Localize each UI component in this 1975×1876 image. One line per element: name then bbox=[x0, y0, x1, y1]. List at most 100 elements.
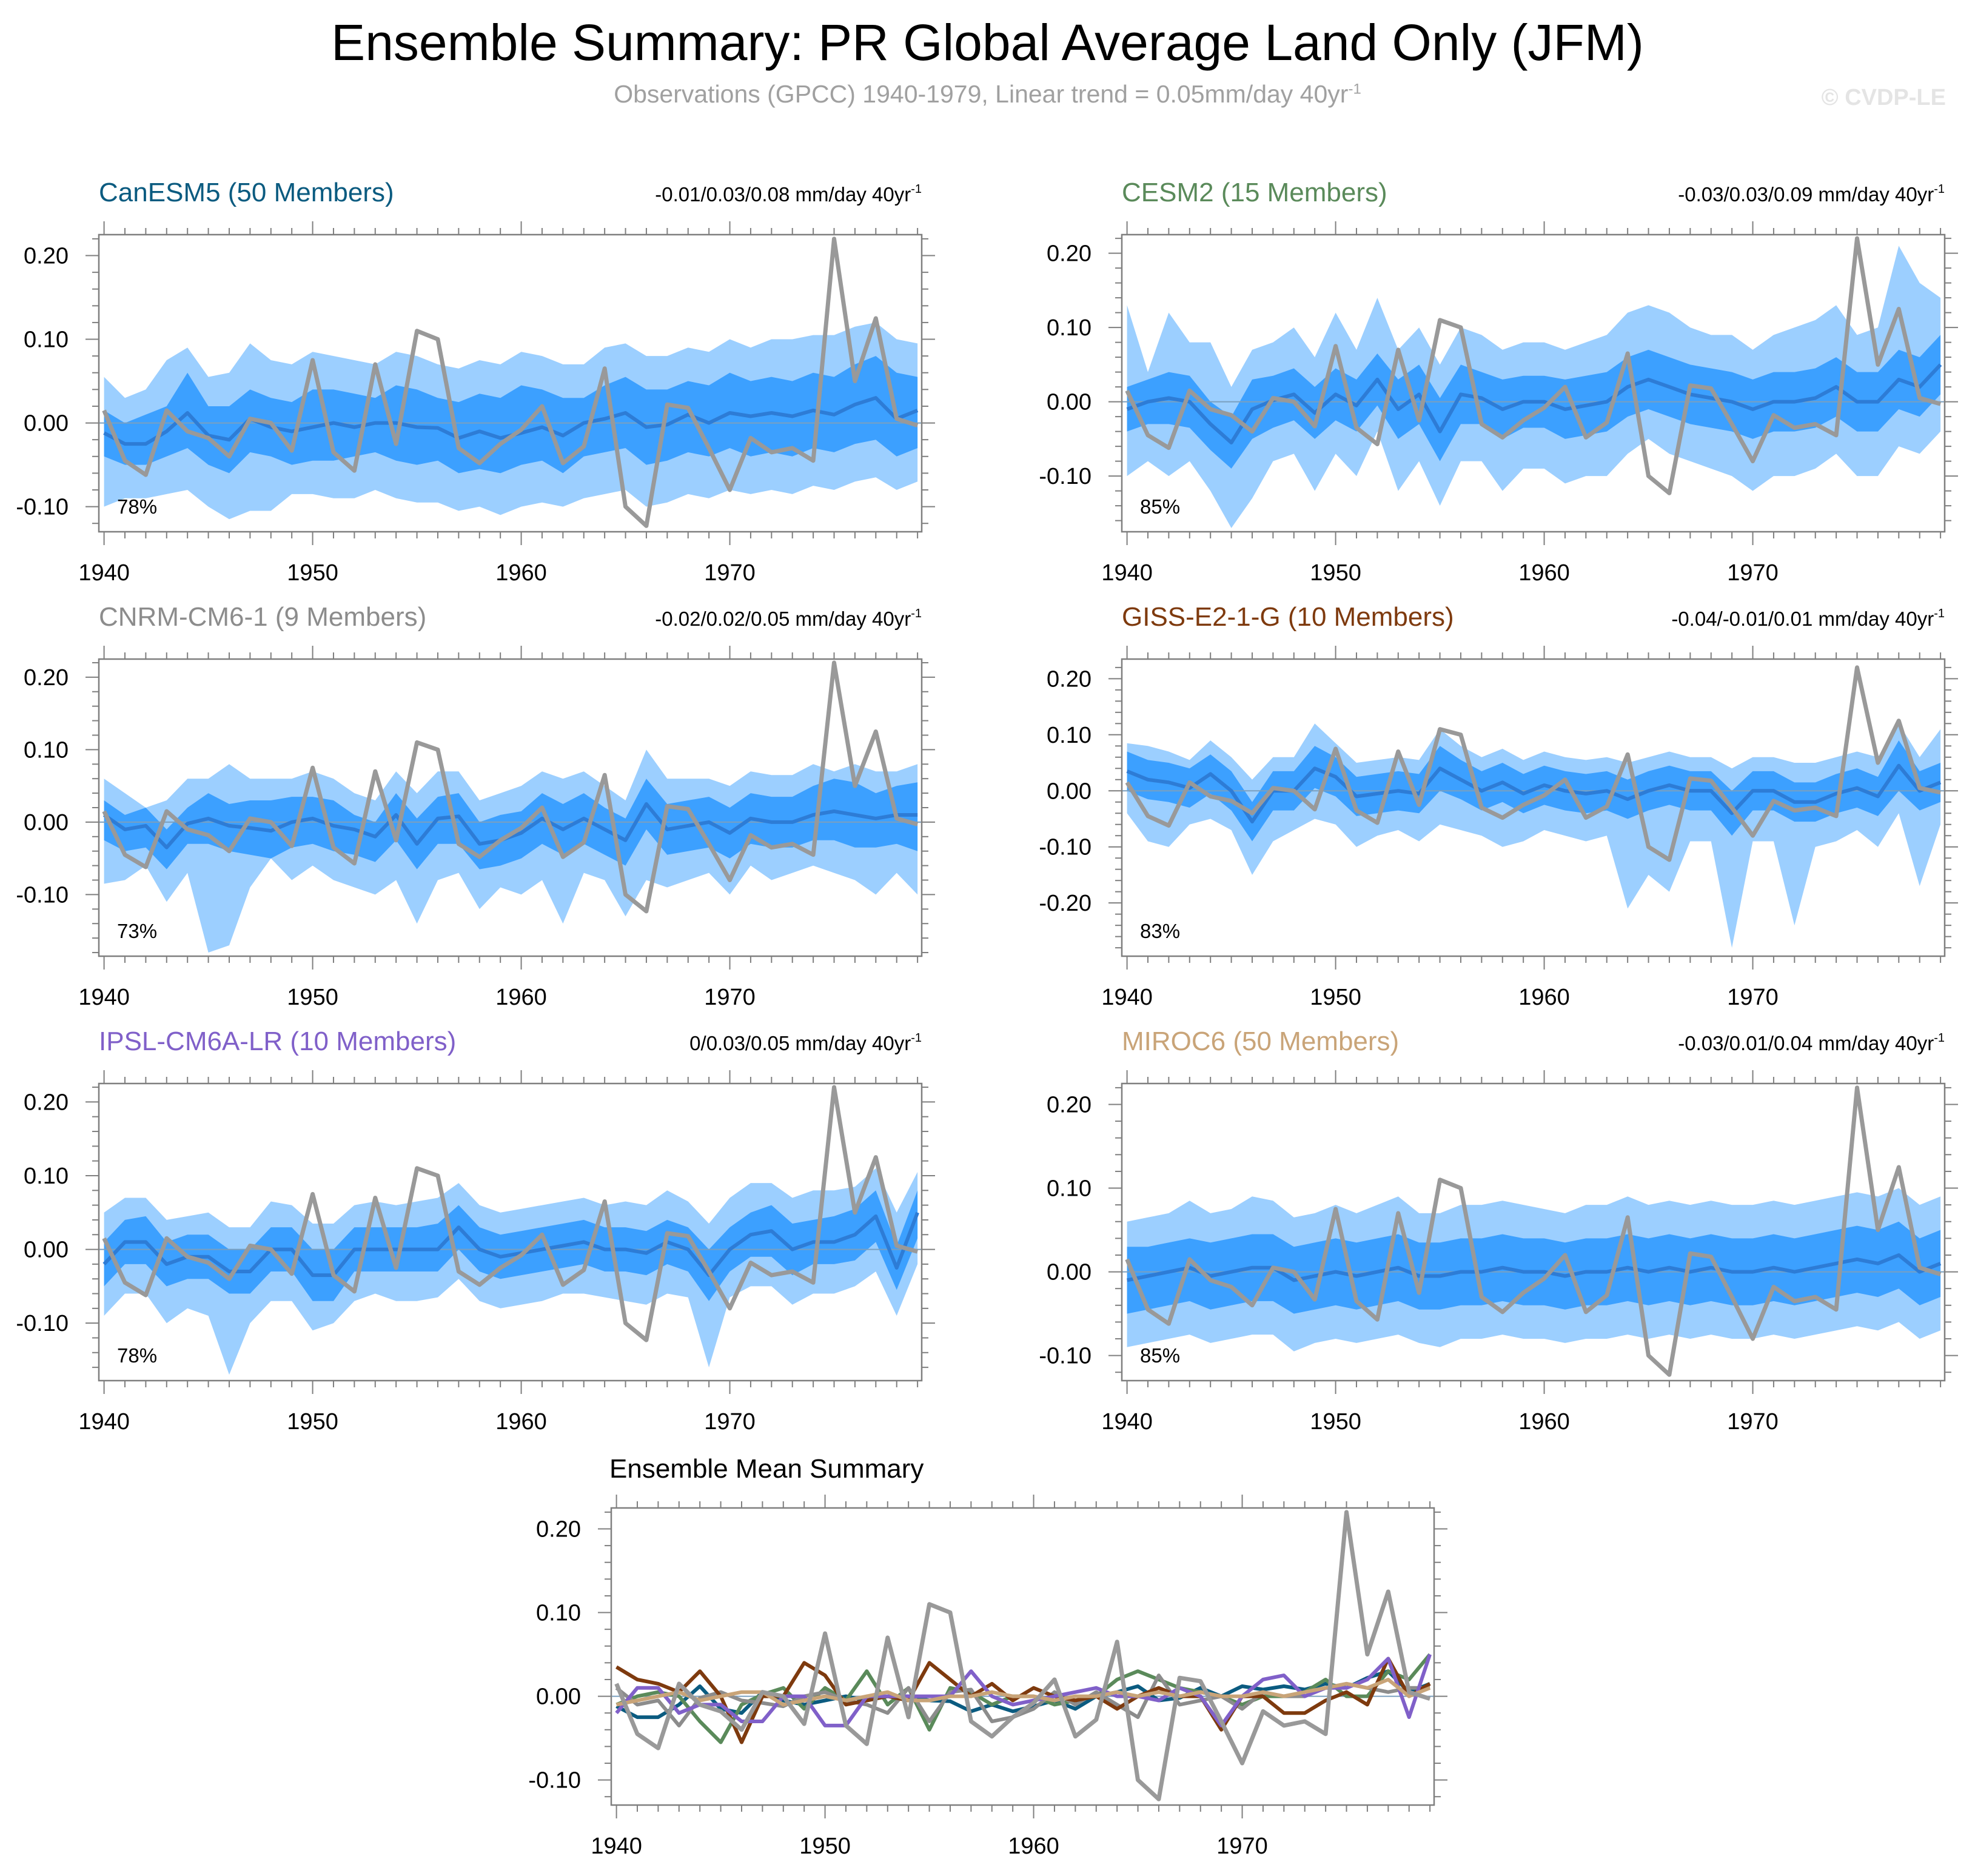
percent-label: 78% bbox=[117, 1344, 157, 1367]
y-tick-label: -0.10 bbox=[1039, 464, 1091, 489]
y-tick-label: 0.00 bbox=[536, 1684, 581, 1710]
figure-title: Ensemble Summary: PR Global Average Land… bbox=[331, 14, 1644, 71]
ensemble-mean-line bbox=[1127, 1253, 1942, 1282]
y-tick-label: 0.20 bbox=[24, 1090, 69, 1115]
y-tick-label: -0.10 bbox=[16, 495, 69, 520]
trend-text: -0.02/0.02/0.05 mm/day 40yr bbox=[655, 608, 911, 630]
y-tick-label: 0.10 bbox=[1047, 315, 1091, 341]
chart-title: CESM2 (15 Members) bbox=[1122, 178, 1387, 207]
trend-exponent: -1 bbox=[1934, 607, 1945, 620]
inner-spread-band bbox=[104, 1190, 918, 1301]
y-tick-label: 0.20 bbox=[24, 665, 69, 691]
plot-frame bbox=[1121, 658, 1946, 957]
trend-text: -0.04/-0.01/0.01 mm/day 40yr bbox=[1671, 608, 1934, 630]
y-tick-label: -0.10 bbox=[1039, 835, 1091, 860]
x-tick-label: 1950 bbox=[287, 1409, 338, 1435]
inner-spread-band bbox=[1127, 1221, 1941, 1314]
percent-label: 85% bbox=[1140, 1344, 1180, 1367]
x-tick-label: 1970 bbox=[1727, 560, 1779, 586]
figure-subtitle: Observations (GPCC) 1940-1979, Linear tr… bbox=[0, 80, 1975, 109]
trend-annotation: -0.03/0.03/0.09 mm/day 40yr-1 bbox=[1678, 183, 1945, 206]
percent-label: 83% bbox=[1140, 920, 1180, 942]
chart-title: IPSL-CM6A-LR (10 Members) bbox=[99, 1027, 456, 1056]
observations-line bbox=[614, 1510, 1431, 1801]
observations-line bbox=[1125, 665, 1941, 862]
chart-title: GISS-E2-1-G (10 Members) bbox=[1122, 602, 1454, 632]
trend-exponent: -1 bbox=[911, 1031, 922, 1045]
trend-annotation: -0.01/0.03/0.08 mm/day 40yr-1 bbox=[655, 183, 922, 206]
trend-annotation: -0.04/-0.01/0.01 mm/day 40yr-1 bbox=[1671, 607, 1945, 630]
plot-frame bbox=[98, 1082, 923, 1382]
x-tick-label: 1960 bbox=[1518, 985, 1570, 1010]
x-tick-label: 1970 bbox=[704, 985, 756, 1010]
x-tick-label: 1940 bbox=[78, 1409, 130, 1435]
x-tick-label: 1960 bbox=[495, 1409, 547, 1435]
y-tick-label: -0.20 bbox=[1039, 891, 1091, 916]
x-tick-label: 1970 bbox=[1216, 1834, 1268, 1859]
x-tick-label: 1940 bbox=[78, 985, 130, 1010]
y-tick-label: -0.10 bbox=[528, 1768, 581, 1794]
y-tick-label: 0.10 bbox=[24, 737, 69, 763]
trend-annotation: -0.02/0.02/0.05 mm/day 40yr-1 bbox=[655, 607, 922, 630]
x-tick-label: 1960 bbox=[1518, 560, 1570, 586]
trend-exponent: -1 bbox=[1934, 1031, 1945, 1045]
trend-text: -0.03/0.03/0.09 mm/day 40yr bbox=[1678, 183, 1934, 206]
x-tick-label: 1940 bbox=[1101, 985, 1153, 1010]
ensemble-mean-line bbox=[1126, 763, 1942, 824]
ensemble-mean-line bbox=[1126, 363, 1942, 444]
trend-annotation: -0.03/0.01/0.04 mm/day 40yr-1 bbox=[1678, 1031, 1945, 1054]
y-tick-label: 0.00 bbox=[1047, 779, 1091, 804]
trend-exponent: -1 bbox=[911, 183, 922, 196]
x-tick-label: 1970 bbox=[704, 1409, 756, 1435]
y-tick-label: 0.10 bbox=[1047, 723, 1091, 748]
plot-frame bbox=[610, 1507, 1435, 1806]
observations-line bbox=[102, 1085, 919, 1342]
y-tick-label: 0.20 bbox=[536, 1517, 581, 1543]
inner-spread-band bbox=[104, 779, 918, 869]
ensemble-mean-line bbox=[102, 1211, 919, 1278]
chart-title: CNRM-CM6-1 (9 Members) bbox=[99, 602, 426, 632]
y-tick-label: 0.00 bbox=[1047, 390, 1091, 415]
x-tick-label: 1940 bbox=[78, 560, 130, 586]
x-tick-label: 1970 bbox=[1727, 1409, 1779, 1435]
y-tick-label: 0.00 bbox=[24, 810, 69, 836]
chart-panel-miroc6: 1940 1950 1960 1970 0.20 0.10 0.00 -0.10 MIROC6 … bbox=[1039, 1027, 1958, 1435]
y-tick-label: -0.10 bbox=[16, 882, 69, 908]
x-tick-label: 1970 bbox=[1727, 985, 1779, 1010]
y-tick-label: 0.10 bbox=[24, 1164, 69, 1189]
subtitle-exponent: -1 bbox=[1348, 81, 1361, 98]
inner-spread-band bbox=[104, 356, 918, 474]
chart-panel-ipsl: 1940 1950 1960 1970 0.20 0.10 0.00 -0.10 IPSL-CM… bbox=[16, 1027, 935, 1435]
chart-panel-giss: 1940 1950 1960 1970 0.20 0.10 0.00 -0.10 -0.20 GI… bbox=[1039, 602, 1958, 1010]
ensemble-mean-line bbox=[102, 802, 918, 849]
x-tick-label: 1950 bbox=[1310, 985, 1361, 1010]
series-line-ipsl-cm6a-lr bbox=[615, 1653, 1432, 1727]
x-tick-label: 1950 bbox=[799, 1834, 851, 1859]
observations-line bbox=[102, 660, 919, 914]
observations-line bbox=[1125, 1085, 1942, 1377]
y-tick-label: 0.00 bbox=[24, 411, 69, 437]
y-tick-label: 0.00 bbox=[24, 1238, 69, 1263]
x-tick-label: 1950 bbox=[1310, 1409, 1361, 1435]
y-tick-label: 0.20 bbox=[1047, 241, 1091, 267]
observations-line bbox=[1125, 236, 1942, 495]
y-tick-label: -0.10 bbox=[1039, 1344, 1091, 1369]
y-tick-label: 0.10 bbox=[24, 327, 69, 353]
trend-exponent: -1 bbox=[1934, 183, 1945, 196]
y-tick-label: 0.00 bbox=[1047, 1260, 1091, 1285]
x-tick-label: 1960 bbox=[495, 985, 547, 1010]
chart-panel-ensemble_mean: 1940 1950 1960 1970 0.20 0.10 0.00 -0.10 Ensembl… bbox=[528, 1454, 1447, 1859]
chart-panel-cnrm: 1940 1950 1960 1970 0.20 0.10 0.00 -0.10 CNRM-CM… bbox=[16, 602, 935, 1010]
chart-title: CanESM5 (50 Members) bbox=[99, 178, 394, 207]
x-tick-label: 1950 bbox=[1310, 560, 1361, 586]
x-tick-label: 1960 bbox=[495, 560, 547, 586]
trend-text: -0.03/0.01/0.04 mm/day 40yr bbox=[1678, 1032, 1934, 1054]
x-tick-label: 1970 bbox=[704, 560, 756, 586]
y-tick-label: 0.20 bbox=[1047, 1093, 1091, 1118]
plot-frame bbox=[1121, 1082, 1946, 1382]
percent-label: 78% bbox=[117, 495, 157, 518]
series-line-giss-e2-1-g bbox=[615, 1657, 1431, 1744]
trend-text: -0.01/0.03/0.08 mm/day 40yr bbox=[655, 183, 911, 206]
plot-frame bbox=[98, 233, 923, 533]
